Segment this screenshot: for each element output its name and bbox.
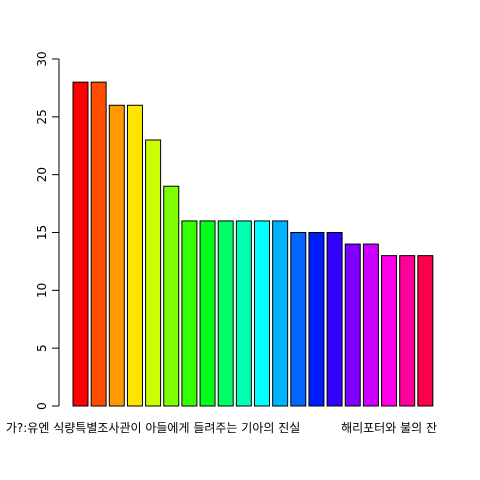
y-tick-label: 10: [35, 283, 49, 298]
y-tick-label: 25: [35, 109, 49, 124]
bar: [217, 220, 234, 407]
y-axis: 0 5 10 15 20 25 30: [35, 51, 60, 410]
bar: [254, 220, 270, 407]
bar: [72, 81, 89, 407]
x-tick-label: 가?:유엔 식량특별조사관이 아들에게 들려주는 기아의 진실: [6, 421, 300, 435]
y-tick-label: 15: [35, 225, 49, 240]
bar: [163, 185, 180, 407]
y-tick-label: 20: [35, 167, 49, 182]
y-tick-label: 5: [35, 344, 49, 352]
bar: [108, 104, 125, 407]
y-tick-label: 30: [35, 51, 49, 66]
bar: [344, 243, 361, 407]
bar: [308, 232, 325, 407]
bar: [90, 81, 107, 407]
bar: [399, 255, 416, 407]
bars: [72, 81, 434, 407]
bar: [326, 232, 343, 407]
bar: [290, 232, 307, 407]
y-tick-label: 0: [35, 402, 49, 410]
bar: [126, 104, 143, 407]
bar: [362, 243, 379, 407]
bar: [272, 220, 289, 407]
bar: [381, 255, 398, 407]
bar: [181, 220, 198, 407]
bar: [417, 255, 434, 407]
bar: [235, 220, 252, 407]
x-axis-labels: 가?:유엔 식량특별조사관이 아들에게 들려주는 기아의 진실 해리포터와 불의 …: [6, 421, 437, 435]
bar: [145, 139, 162, 407]
bar: [199, 220, 216, 407]
x-tick-label: 해리포터와 불의 잔: [341, 421, 437, 435]
